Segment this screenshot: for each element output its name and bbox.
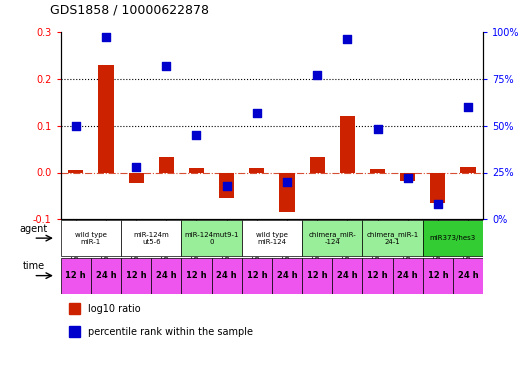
Bar <box>430 172 446 203</box>
Bar <box>219 172 234 198</box>
Point <box>222 183 231 189</box>
Bar <box>182 220 242 256</box>
Bar <box>91 258 121 294</box>
Point <box>313 72 322 78</box>
Bar <box>98 64 114 172</box>
Bar <box>423 258 453 294</box>
Point <box>72 123 80 129</box>
Bar <box>189 168 204 172</box>
Text: miR-124m
ut5-6: miR-124m ut5-6 <box>134 232 169 244</box>
Bar <box>393 258 423 294</box>
Text: 24 h: 24 h <box>156 271 177 280</box>
Text: 24 h: 24 h <box>216 271 237 280</box>
Text: 12 h: 12 h <box>367 271 388 280</box>
Bar <box>423 220 483 256</box>
Text: percentile rank within the sample: percentile rank within the sample <box>88 327 253 337</box>
Text: 24 h: 24 h <box>277 271 297 280</box>
Bar <box>61 220 121 256</box>
Bar <box>453 258 483 294</box>
Point <box>102 34 110 40</box>
Text: miR373/hes3: miR373/hes3 <box>430 235 476 241</box>
Text: 24 h: 24 h <box>337 271 357 280</box>
Bar <box>68 170 83 172</box>
Point <box>343 36 352 42</box>
Text: chimera_miR-
-124: chimera_miR- -124 <box>308 231 356 245</box>
Point <box>283 179 291 185</box>
Bar <box>61 258 91 294</box>
Text: 12 h: 12 h <box>126 271 146 280</box>
Point <box>403 175 412 181</box>
Bar <box>151 258 182 294</box>
Text: 12 h: 12 h <box>307 271 327 280</box>
Text: 24 h: 24 h <box>96 271 116 280</box>
Point <box>162 63 171 69</box>
Text: GDS1858 / 10000622878: GDS1858 / 10000622878 <box>50 4 209 17</box>
Text: 12 h: 12 h <box>247 271 267 280</box>
Text: 12 h: 12 h <box>428 271 448 280</box>
Bar <box>69 303 80 314</box>
Bar <box>302 258 332 294</box>
Bar <box>182 258 212 294</box>
Text: wild type
miR-124: wild type miR-124 <box>256 232 288 244</box>
Bar <box>400 172 415 181</box>
Point <box>464 104 472 110</box>
Text: 24 h: 24 h <box>458 271 478 280</box>
Point <box>433 201 442 207</box>
Text: chimera_miR-1
24-1: chimera_miR-1 24-1 <box>366 231 419 245</box>
Text: log10 ratio: log10 ratio <box>88 303 141 313</box>
Point <box>373 126 382 132</box>
Bar <box>242 258 272 294</box>
Bar <box>121 220 182 256</box>
Point <box>252 110 261 116</box>
Text: agent: agent <box>19 224 48 234</box>
Text: time: time <box>22 261 44 271</box>
Text: 12 h: 12 h <box>186 271 207 280</box>
Bar <box>370 169 385 172</box>
Bar <box>279 172 295 212</box>
Text: miR-124mut9-1
0: miR-124mut9-1 0 <box>184 232 239 244</box>
Bar <box>362 220 423 256</box>
Bar <box>302 220 362 256</box>
Bar <box>460 167 476 172</box>
Bar <box>212 258 242 294</box>
Bar <box>309 157 325 172</box>
Point <box>132 164 140 170</box>
Text: wild type
miR-1: wild type miR-1 <box>75 232 107 244</box>
Point <box>192 132 201 138</box>
Bar <box>129 172 144 183</box>
Text: 24 h: 24 h <box>398 271 418 280</box>
Bar <box>242 220 302 256</box>
Bar <box>272 258 302 294</box>
Bar <box>159 157 174 172</box>
Bar <box>332 258 362 294</box>
Bar <box>249 168 265 172</box>
Bar <box>121 258 151 294</box>
Bar <box>340 116 355 172</box>
Bar <box>69 326 80 338</box>
Text: 12 h: 12 h <box>65 271 86 280</box>
Bar <box>362 258 393 294</box>
